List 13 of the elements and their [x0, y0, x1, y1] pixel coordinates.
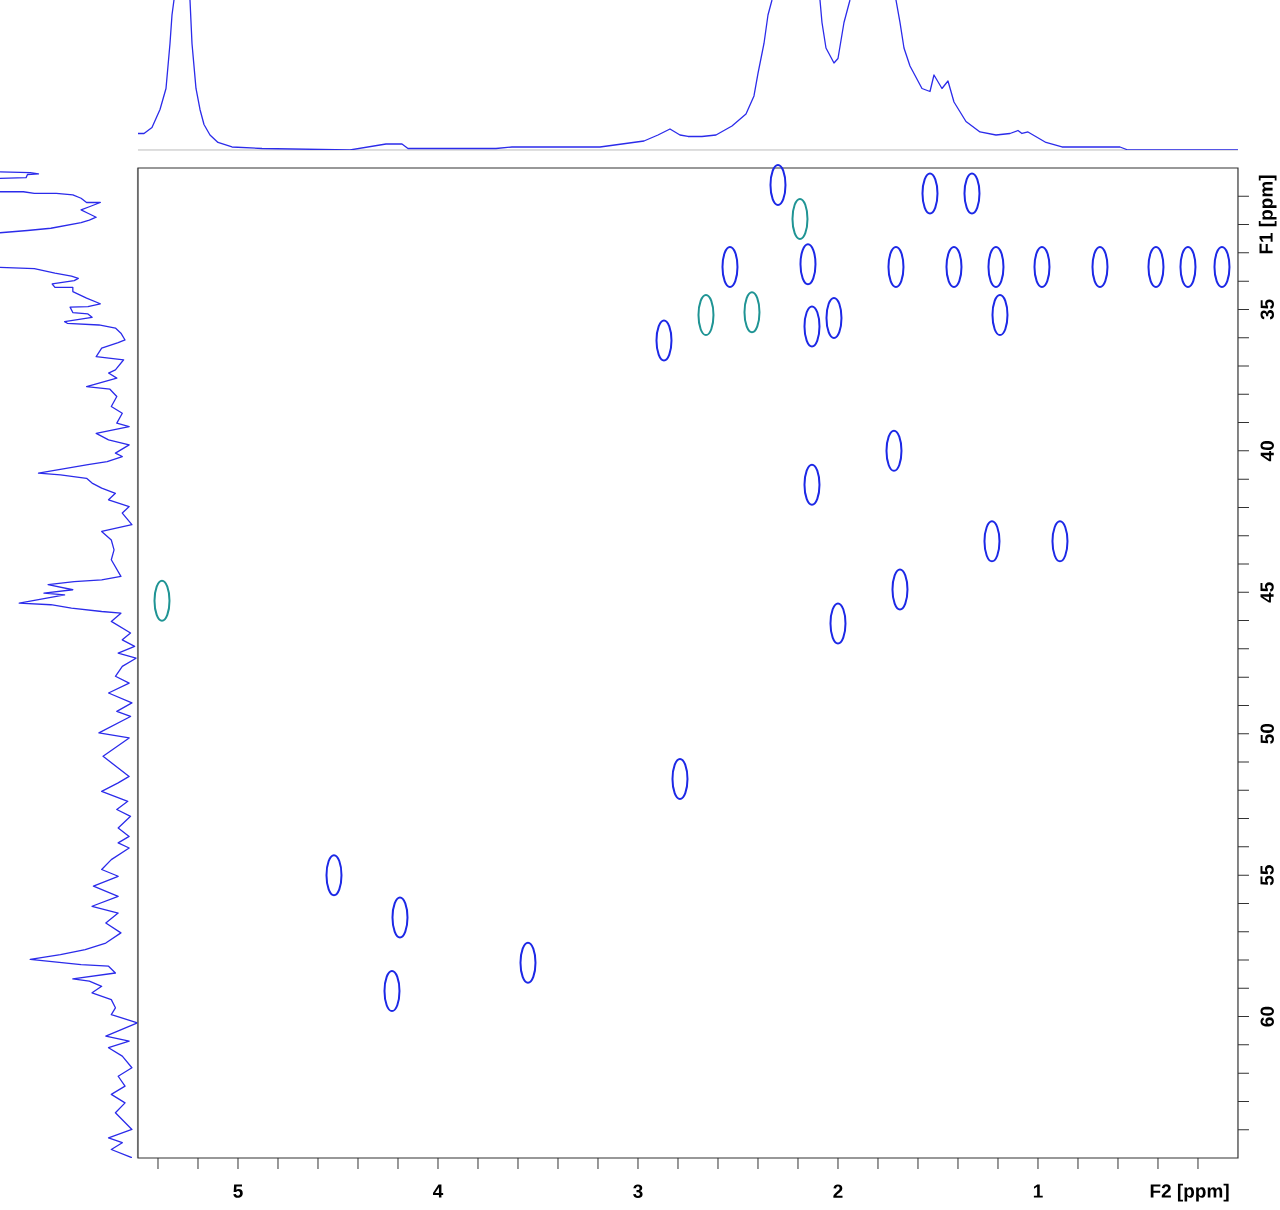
y-axis-title: F1 [ppm]: [1258, 175, 1277, 254]
x-tick-label: 1: [1033, 1184, 1043, 1198]
y-tick-label: 45: [1260, 582, 1274, 603]
x-axis-title: F2 [ppm]: [1150, 1183, 1229, 1202]
x-tick-label: 4: [432, 1184, 444, 1198]
y-tick-label: 55: [1260, 865, 1274, 886]
y-tick-label: 40: [1260, 441, 1274, 462]
x-tick-label: 3: [633, 1184, 643, 1199]
y-tick-label: 60: [1260, 1006, 1274, 1027]
x-tick-label: 2: [833, 1184, 843, 1198]
y-tick-label: 50: [1260, 723, 1274, 744]
x-tick-label: 5: [233, 1184, 243, 1198]
y-tick-label: 35: [1260, 299, 1274, 320]
